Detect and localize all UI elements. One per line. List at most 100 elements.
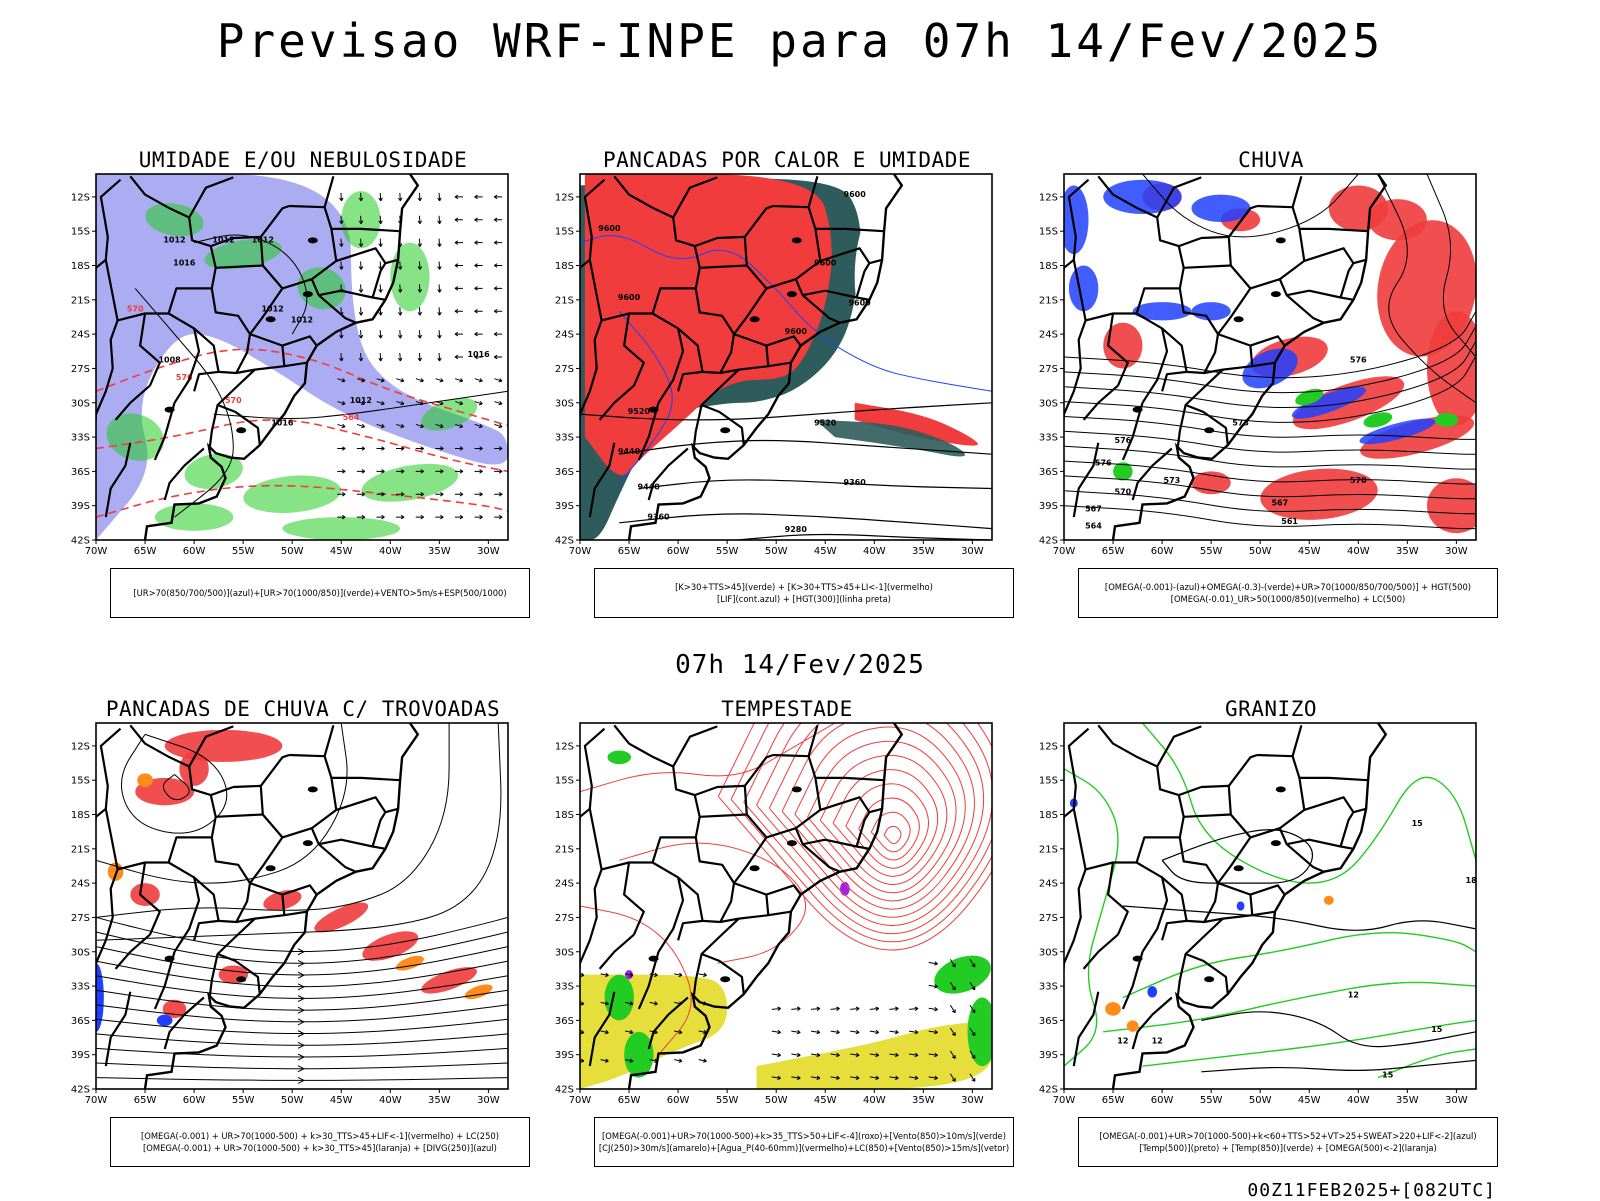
border-line [1107,862,1129,936]
lake-marker [786,291,797,298]
border-line [1184,917,1229,995]
wind-vector [379,215,382,224]
wind-vector [376,401,385,405]
wind850-vector [580,974,585,976]
legend-line-1: [UR>70(850/700/500)](azul)+[UR>70(1000/8… [133,588,507,598]
border-line [1339,807,1367,847]
contour-label: 15 [1382,1071,1394,1080]
contour-label: 1016 [271,419,294,428]
wind850-vector-head [678,1058,683,1063]
border-line [96,869,119,979]
border-line [1072,442,1100,518]
y-tick-label: 36S [71,467,90,478]
x-tick-label: 40W [1347,546,1370,557]
x-tick-label: 40W [863,546,886,557]
wind-vector-head [339,243,344,247]
wind-vector [494,423,503,428]
hgt500-contour [1064,445,1476,470]
omega-orange-area [1105,1002,1121,1016]
wind-vector [474,401,483,405]
border-line [694,235,745,248]
wind850-vector-head [654,1001,658,1006]
wind850-vector [830,1053,840,1056]
wind-vector-head [479,492,483,497]
temp500-contour [1122,905,1476,931]
wind-vector [418,261,421,270]
wind850-vector [969,1050,976,1059]
wind-vector [340,261,343,270]
wind-vector-head [397,197,403,202]
wind-vector [418,307,421,316]
wind-vector [360,307,362,316]
contour-label: 576 [1350,356,1367,365]
y-tick-label: 18S [71,810,90,821]
wind-vector-head [341,469,346,474]
border-line [163,447,205,501]
wind-vector-head [378,311,383,316]
wind-vector-head [358,311,364,316]
lake-marker [265,316,276,323]
x-tick-label: 30W [961,546,984,557]
precipitable-water-contour [781,723,975,910]
wind-vector-head [459,514,464,520]
wind-vector-head [381,446,385,451]
x-tick-label: 45W [330,546,353,557]
wind-vector-head [420,400,424,406]
lc250-streamline-arrow [297,1076,306,1084]
contour-label: 567 [1085,504,1102,513]
y-tick-label: 42S [71,1085,90,1096]
x-tick-label: 70W [569,546,592,557]
wind-vector [379,284,382,293]
wind850-vector-head [604,972,609,978]
wind850-vector [949,1073,956,1082]
y-tick-label: 21S [71,295,90,306]
wind850-vector-head [914,1029,919,1035]
wind-vector-head [474,331,478,337]
contour-label: 576 [1115,436,1132,445]
wind850-vector-head [580,972,585,978]
contour-label: 1012 [261,304,283,313]
precipitable-water-contour [832,769,939,877]
wind850-vector [810,1007,820,1010]
border-line [1064,320,1087,430]
y-tick-label: 39S [1039,1050,1058,1061]
precipitable-water-contour [730,723,992,943]
lake-marker [786,840,797,847]
y-tick-label: 42S [71,536,90,547]
lc250-streamline [162,774,190,801]
x-tick-label: 50W [281,546,304,557]
wind850-vector [674,1059,683,1062]
wind-vector [438,307,441,316]
wind-vector-head [397,266,403,270]
border-line [637,951,660,1010]
wind-vector-head [498,378,503,383]
lake-marker [1275,237,1286,244]
y-tick-label: 27S [1039,364,1058,375]
y-tick-label: 18S [1039,261,1058,272]
border-line [815,227,885,233]
wind-vector [438,352,441,362]
border-line [96,727,122,818]
y-tick-label: 36S [1039,1016,1058,1027]
storm-red-area [421,967,477,994]
border-line [331,776,401,782]
lc250-streamline-arrow [297,995,306,1002]
wind-vector-head [454,331,459,337]
wind-vector [438,284,441,293]
y-tick-label: 12S [555,192,574,203]
contour-label: 9600 [844,190,867,199]
y-tick-label: 33S [1039,433,1058,444]
border-line [248,827,357,896]
lc250-streamline [96,1047,508,1058]
y-tick-label: 24S [1039,330,1058,341]
plot-area: 576 576 576 573 573 570 570 567 567 564 561 [1064,174,1476,540]
hgt500-contour [1377,174,1476,404]
lake-marker [236,976,247,983]
wind-vector [337,423,346,428]
wind-vector [360,330,362,339]
lake-marker [648,406,659,413]
y-tick-label: 30S [555,947,574,958]
wind-vector-head [380,423,385,429]
wind-vector-head [474,309,478,314]
